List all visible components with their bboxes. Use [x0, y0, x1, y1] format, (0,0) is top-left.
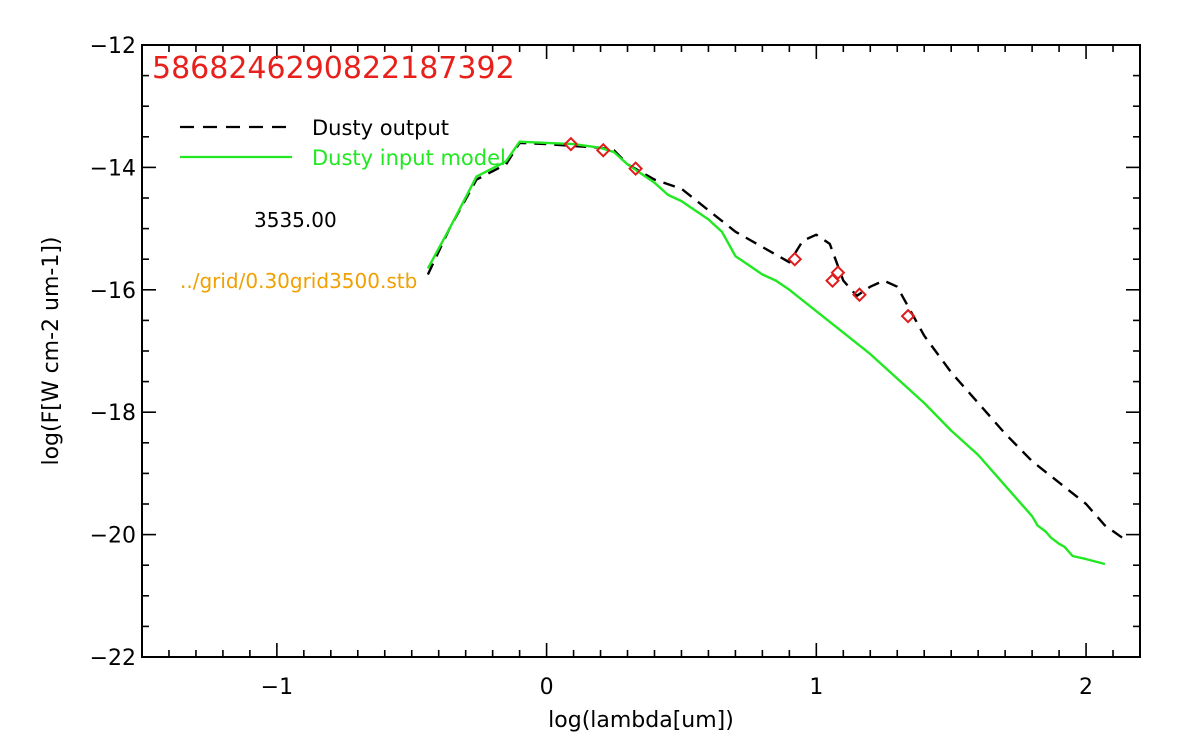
- y-tick-label: −16: [90, 279, 136, 304]
- observed-point-marker: [787, 251, 803, 267]
- x-tick-label: −1: [261, 675, 293, 700]
- legend-dusty-input-label: Dusty input model: [312, 146, 506, 170]
- x-tick-label: 1: [809, 675, 823, 700]
- observed-point-marker: [830, 265, 846, 281]
- observed-point-marker: [563, 136, 579, 152]
- y-tick-label: −12: [90, 34, 136, 59]
- observed-point-marker: [595, 142, 611, 158]
- legend: Dusty output Dusty input model: [180, 116, 506, 170]
- x-tick-label: 2: [1079, 675, 1093, 700]
- file-annotation: ../grid/0.30grid3500.stb: [180, 269, 417, 293]
- y-tick-label: −22: [90, 646, 136, 671]
- value-annotation: 3535.00: [254, 208, 337, 232]
- observed-point-marker: [628, 161, 644, 177]
- observed-point-marker: [852, 287, 867, 303]
- x-axis-label: log(lambda[um]): [548, 708, 734, 733]
- y-axis-tick-labels: −22 −20 −18 −16 −14 −12: [90, 34, 136, 671]
- y-axis-ticks: [142, 44, 1140, 658]
- y-tick-label: −14: [90, 156, 136, 181]
- y-tick-label: −18: [90, 401, 136, 426]
- x-axis-tick-labels: −1 0 1 2: [261, 675, 1093, 700]
- observed-markers: [563, 136, 916, 324]
- y-axis-label: log(F[W cm-2 um-1]): [39, 236, 64, 465]
- y-tick-label: −20: [90, 524, 136, 549]
- dusty-output-line: [426, 141, 1128, 542]
- plot-frame: [141, 44, 1141, 658]
- observed-point-marker: [900, 308, 916, 324]
- x-tick-label: 0: [540, 675, 554, 700]
- series-layer: [426, 140, 1128, 566]
- dusty-input-model-line: [426, 140, 1106, 566]
- legend-dusty-output-label: Dusty output: [312, 116, 449, 140]
- chart-title: 5868246290822187392: [152, 51, 515, 86]
- x-axis-ticks: [141, 45, 1141, 657]
